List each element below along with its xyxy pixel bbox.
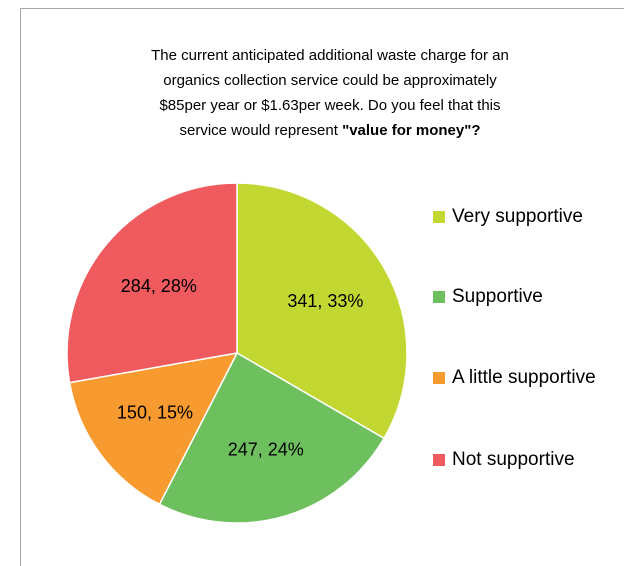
legend-label: Not supportive bbox=[452, 449, 575, 470]
data-label: 284, 28% bbox=[121, 276, 197, 296]
chart-title: $85per year or $1.63per week. Do you fee… bbox=[159, 97, 500, 114]
legend-label: Very supportive bbox=[452, 206, 583, 227]
legend-swatch bbox=[433, 372, 445, 384]
data-label: 247, 24% bbox=[228, 440, 304, 460]
chart-title-bold: "value for money"? bbox=[342, 122, 480, 139]
data-label: 150, 15% bbox=[117, 402, 193, 422]
pie-slice bbox=[236, 182, 408, 440]
pie-slice bbox=[66, 182, 238, 384]
legend-swatch bbox=[433, 454, 445, 466]
legend-label: A little supportive bbox=[452, 367, 596, 388]
chart-title: service would represent bbox=[180, 122, 343, 139]
pie-slice bbox=[68, 351, 239, 506]
legend-swatch bbox=[433, 291, 445, 303]
legend-swatch bbox=[433, 211, 445, 223]
chart-title: organics collection service could be app… bbox=[163, 72, 497, 89]
data-label: 341, 33% bbox=[287, 291, 363, 311]
chart-title: The current anticipated additional waste… bbox=[151, 47, 509, 64]
chart-title: service would represent "value for money… bbox=[180, 122, 481, 139]
legend-label: Supportive bbox=[452, 286, 543, 307]
